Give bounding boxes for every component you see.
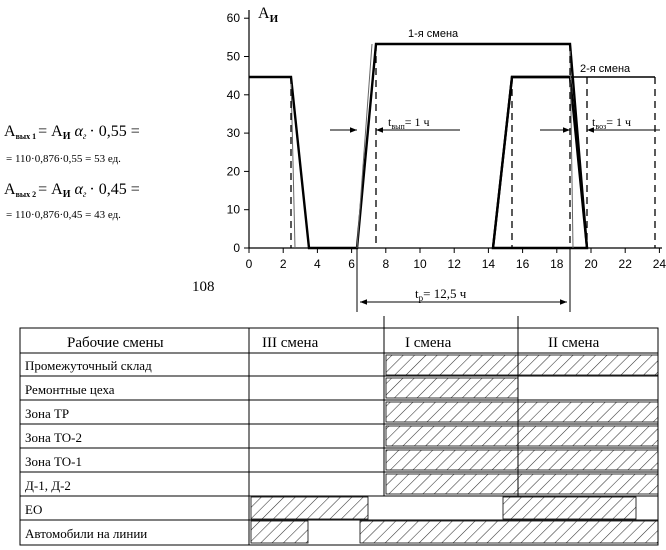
x-tick-label: 8 [382, 257, 389, 271]
bar-vehicles-1 [250, 520, 309, 544]
row-label-vehicles: Автомобили на линии [25, 526, 147, 541]
schedule-bars [250, 354, 659, 544]
x-tick-label: 24 [653, 257, 666, 271]
y-axis-ticks: 0 10 20 30 40 50 60 [227, 11, 249, 255]
page-number: 108 [192, 279, 215, 295]
x-axis-ticks: 0 2 4 6 8 10 12 14 16 18 20 22 24 [246, 248, 666, 271]
formula-2: Авых 2 = АИ αг · 0,45 = [4, 181, 140, 200]
x-tick-label: 12 [448, 257, 462, 271]
row-label-to1-zone: Зона ТО-1 [25, 454, 82, 469]
formula-1: Авых 1 = АИ αг · 0,55 = [4, 123, 140, 142]
bar-tr-zone [385, 401, 659, 423]
shift1-label: 1-я смена [408, 28, 459, 40]
x-tick-label: 22 [619, 257, 633, 271]
x-tick-label: 0 [246, 257, 253, 271]
x-tick-label: 4 [314, 257, 321, 271]
row-label-eo: ЕО [25, 502, 42, 517]
header-shift-1: I смена [405, 335, 452, 351]
ramp-thin-3 [569, 43, 574, 249]
y-tick-label: 0 [233, 241, 240, 255]
y-tick-label: 60 [227, 11, 241, 25]
t-out-label: tвып= 1 ч [388, 115, 430, 131]
tr-label: tр= 12,5 ч [415, 286, 467, 303]
row-label-d1-d2: Д-1, Д-2 [25, 478, 71, 493]
bar-warehouse [385, 354, 659, 376]
x-tick-label: 10 [413, 257, 427, 271]
y-tick-label: 10 [227, 203, 241, 217]
dashed-guides [290, 44, 656, 248]
table-grid [19, 316, 659, 546]
bar-eo-2 [502, 496, 637, 520]
formulas: Авых 1 = АИ αг · 0,55 = = 110·0,876·0,55 = … [4, 123, 140, 221]
row-label-repair-shops: Ремонтные цеха [25, 382, 115, 397]
y-axis-label: АИ [258, 5, 279, 25]
x-tick-label: 16 [516, 257, 530, 271]
header-shifts: Рабочие смены [67, 335, 164, 351]
x-tick-label: 14 [482, 257, 496, 271]
row-label-tr-zone: Зона ТР [25, 406, 69, 421]
vehicles-on-line-curve [249, 42, 589, 250]
bar-to2-zone [385, 425, 659, 447]
ramp-thin-1 [290, 76, 296, 249]
y-tick-label: 20 [227, 164, 241, 178]
y-tick-label: 50 [227, 50, 241, 64]
x-tick-label: 2 [280, 257, 287, 271]
header-shift-2: II смена [548, 335, 600, 351]
t-ret-label: tвоз= 1 ч [592, 115, 631, 131]
bar-d1-d2 [385, 473, 659, 495]
bar-to1-zone [385, 449, 659, 471]
header-shift-3: III смена [262, 335, 319, 351]
vehicles-on-line-curve-2 [491, 75, 589, 249]
x-tick-label: 20 [584, 257, 598, 271]
bar-eo-1 [250, 496, 369, 520]
y-tick-label: 30 [227, 126, 241, 140]
formula-2-line2: = 110·0,876·0,45 = 43 ед. [6, 209, 121, 221]
row-label-warehouse: Промежуточный склад [25, 358, 152, 373]
bar-vehicles-2 [359, 520, 659, 544]
shift2-label: 2-я смена [580, 63, 631, 75]
row-label-to2-zone: Зона ТО-2 [25, 430, 82, 445]
x-tick-label: 6 [348, 257, 355, 271]
shift-table: Рабочие смены III смена I смена II смена… [19, 316, 659, 546]
bar-repair-shops [385, 377, 519, 399]
ramp-thin-2 [356, 43, 373, 249]
x-tick-label: 18 [550, 257, 564, 271]
formula-1-line2: = 110·0,876·0,55 = 53 ед. [6, 153, 121, 165]
y-tick-label: 40 [227, 88, 241, 102]
